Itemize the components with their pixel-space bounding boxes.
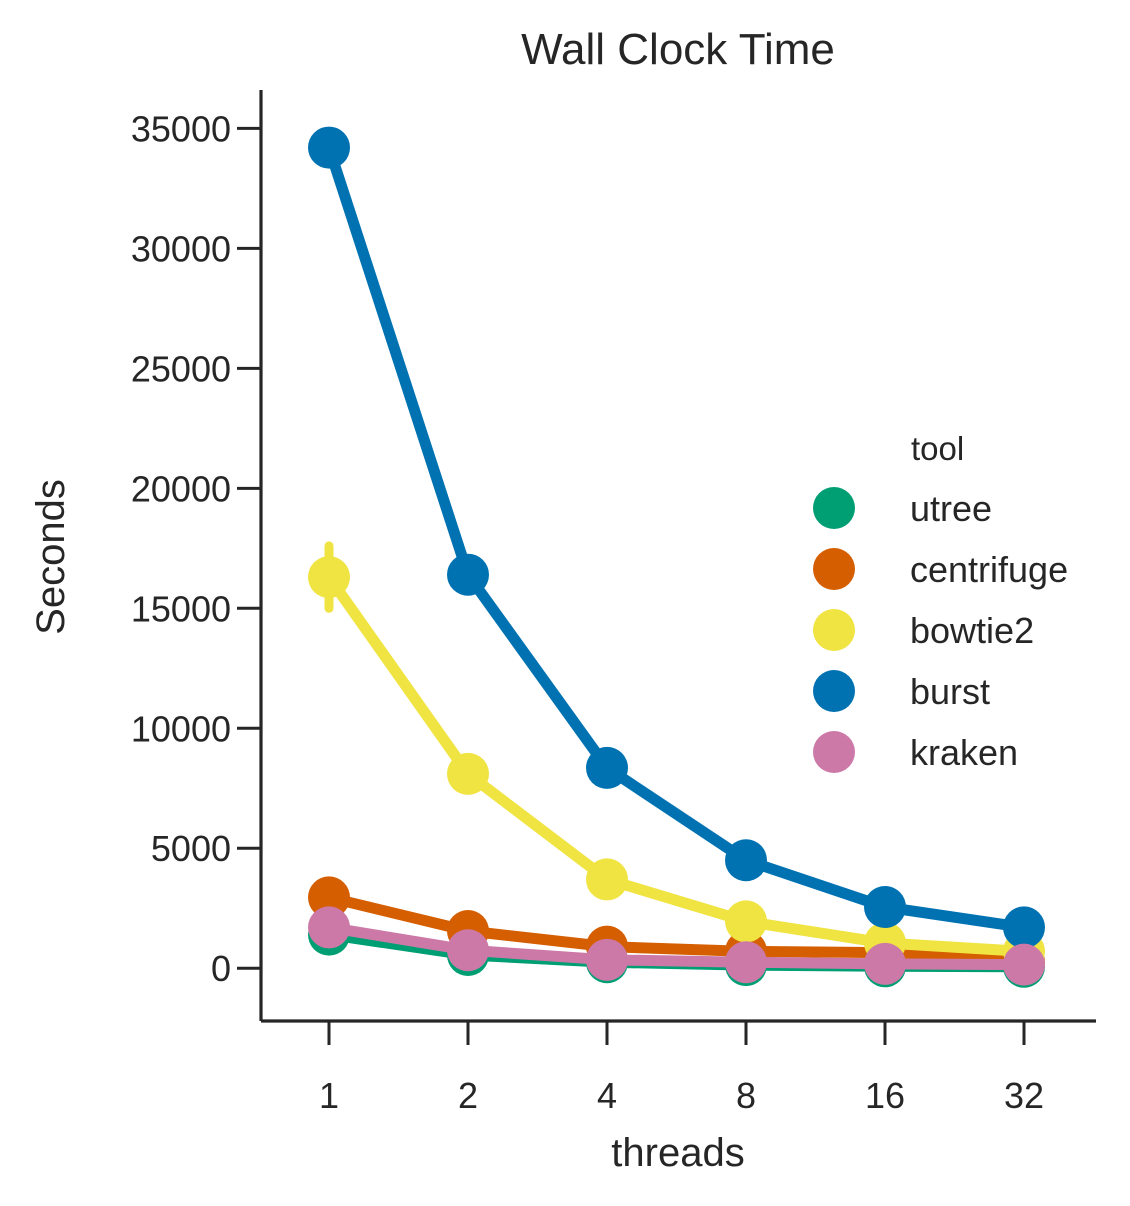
data-point-kraken: [864, 942, 906, 985]
legend-label-burst: burst: [910, 671, 990, 712]
x-axis-title: threads: [611, 1131, 744, 1175]
series-kraken: [308, 906, 1045, 986]
series-line-bowtie2: [323, 571, 1030, 957]
y-axis-title: Seconds: [29, 479, 73, 635]
x-tick-label: 16: [865, 1075, 905, 1116]
series-line-burst: [323, 142, 1030, 933]
x-tick-label: 2: [458, 1075, 478, 1116]
data-point-burst: [864, 886, 906, 929]
data-point-bowtie2: [447, 752, 489, 795]
legend-label-utree: utree: [910, 488, 992, 529]
data-point-kraken: [725, 941, 767, 984]
data-point-kraken: [1003, 943, 1045, 986]
y-tick-label: 5000: [151, 828, 231, 869]
legend-marker-kraken: [813, 731, 855, 773]
chart-title: Wall Clock Time: [521, 25, 835, 74]
y-tick-label: 15000: [131, 588, 231, 629]
data-point-bowtie2: [586, 858, 628, 901]
legend-label-bowtie2: bowtie2: [910, 610, 1034, 651]
series-line-kraken: [323, 921, 1030, 971]
data-point-burst: [586, 746, 628, 789]
x-tick-label: 1: [319, 1075, 339, 1116]
y-tick-label: 25000: [131, 348, 231, 389]
data-point-centrifuge: [308, 876, 350, 919]
data-point-kraken: [447, 929, 489, 972]
y-tick-label: 0: [211, 948, 231, 989]
legend-label-centrifuge: centrifuge: [910, 549, 1068, 590]
data-point-burst: [308, 126, 350, 169]
x-tick-label: 4: [597, 1075, 617, 1116]
x-tick-label: 8: [736, 1075, 756, 1116]
legend-marker-burst: [813, 670, 855, 712]
series-line-centrifuge: [323, 891, 1030, 968]
x-tick-label: 32: [1004, 1075, 1044, 1116]
legend-marker-bowtie2: [813, 609, 855, 651]
y-tick-label: 30000: [131, 228, 231, 269]
legend-marker-utree: [813, 487, 855, 529]
data-point-burst: [1003, 906, 1045, 949]
legend-label-kraken: kraken: [910, 732, 1018, 773]
data-point-kraken: [586, 938, 628, 981]
data-point-bowtie2: [308, 556, 350, 599]
data-point-burst: [725, 839, 767, 882]
y-tick-label: 35000: [131, 108, 231, 149]
plot-area: 0 5000 10000 15000 20000 25000 30000 35000 1 2 4 8 1…: [131, 90, 1096, 1116]
data-point-kraken: [308, 906, 350, 949]
legend: tool utree centrifuge bowtie2 burst kraken: [813, 430, 1068, 773]
data-point-burst: [447, 553, 489, 596]
series-burst: [308, 126, 1045, 949]
y-tick-label: 20000: [131, 468, 231, 509]
legend-title: tool: [911, 430, 964, 467]
legend-marker-centrifuge: [813, 548, 855, 590]
y-tick-label: 10000: [131, 708, 231, 749]
data-point-bowtie2: [725, 900, 767, 943]
